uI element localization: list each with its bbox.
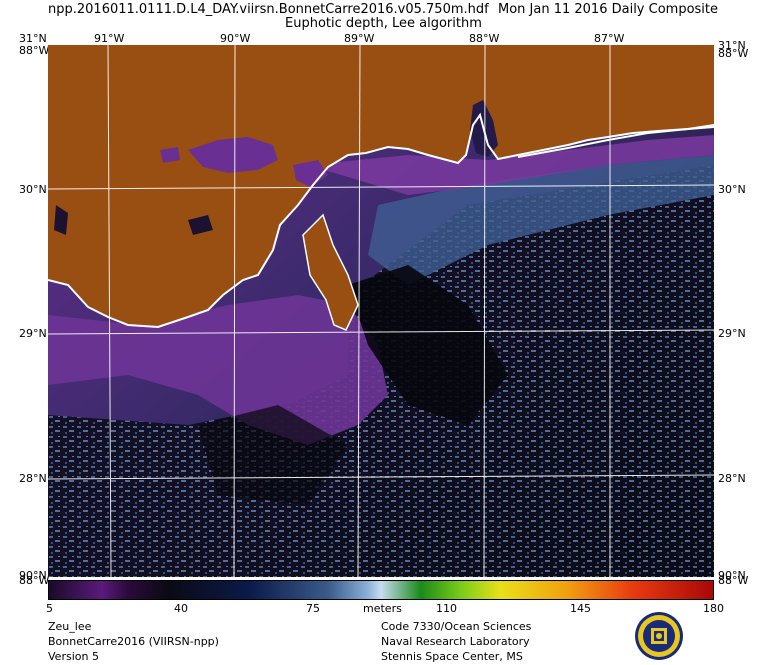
corner-lat-top-right: 31°N — [718, 39, 746, 52]
composite-date: Mon Jan 11 2016 Daily Composite — [498, 2, 719, 17]
lake-maurepas — [160, 147, 180, 163]
lat-label-30n-right: 30°N — [718, 183, 746, 196]
lon-label-87w-top: 87°W — [594, 32, 625, 45]
lon-label-91w-top: 91°W — [94, 32, 125, 45]
footer-lab: Naval Research Laboratory — [381, 635, 530, 648]
corner-lon-top-right: 88°W — [718, 47, 749, 60]
graticule — [48, 45, 714, 577]
corner-lat-bottom-left: 90°N — [19, 569, 47, 582]
corner-lat-top-left: 31°N — [19, 32, 47, 45]
nrl-seal-logo — [634, 611, 684, 661]
lat-label-29n-left: 29°N — [19, 327, 47, 340]
mississippi-delta — [303, 215, 358, 330]
footer-dataset: BonnetCarre2016 (VIIRSN-npp) — [48, 635, 219, 648]
colorbar-tick-145: 145 — [570, 602, 591, 615]
inland-water-small — [188, 215, 213, 235]
footer-location: Stennis Space Center, MS — [381, 650, 523, 663]
lat-label-28n-right: 28°N — [718, 472, 746, 485]
footer-code: Code 7330/Ocean Sciences — [381, 620, 532, 633]
corner-lon-top-left: 88°W — [19, 44, 50, 57]
land-mass — [48, 45, 714, 327]
lon-label-88w-top: 88°W — [469, 32, 500, 45]
delta-coastline — [302, 213, 359, 331]
colorbar-tick-110: 110 — [436, 602, 457, 615]
coastline — [48, 112, 714, 329]
footer-version: Version 5 — [48, 650, 99, 663]
corner-lon-bottom-left: 88°W — [19, 574, 50, 587]
corner-lat-bottom-right: 90°N — [718, 569, 746, 582]
lon-label-90w-top: 90°W — [220, 32, 251, 45]
blue-shelf-band — [368, 155, 714, 285]
purple-nearshore-strip — [308, 135, 714, 195]
file-name: npp.2016011.0111.D.L4_DAY.viirsn.BonnetC… — [48, 2, 489, 17]
colorbar-tick-40: 40 — [174, 602, 188, 615]
colorbar-tick-75: 75 — [306, 602, 320, 615]
lon-label-89w-top: 89°W — [344, 32, 375, 45]
inland-water-west — [54, 205, 68, 235]
product-title: Euphotic depth, Lee algorithm — [285, 16, 482, 31]
lat-label-30n-left: 30°N — [19, 183, 47, 196]
colorbar-unit: meters — [363, 602, 402, 615]
euphotic-depth-map — [48, 45, 714, 577]
dark-water-patch-south — [198, 405, 348, 505]
dark-water-patch — [348, 265, 508, 425]
lake-borgne — [293, 160, 328, 187]
colorbar-tick-180: 180 — [703, 602, 724, 615]
colorbar — [48, 580, 714, 600]
lat-label-28n-left: 28°N — [19, 472, 47, 485]
colorbar-tick-5: 5 — [46, 602, 53, 615]
footer-variable: Zeu_lee — [48, 620, 92, 633]
lat-label-29n-right: 29°N — [718, 327, 746, 340]
corner-lon-bottom-right: 88°W — [718, 574, 749, 587]
lake-pontchartrain — [188, 137, 278, 173]
